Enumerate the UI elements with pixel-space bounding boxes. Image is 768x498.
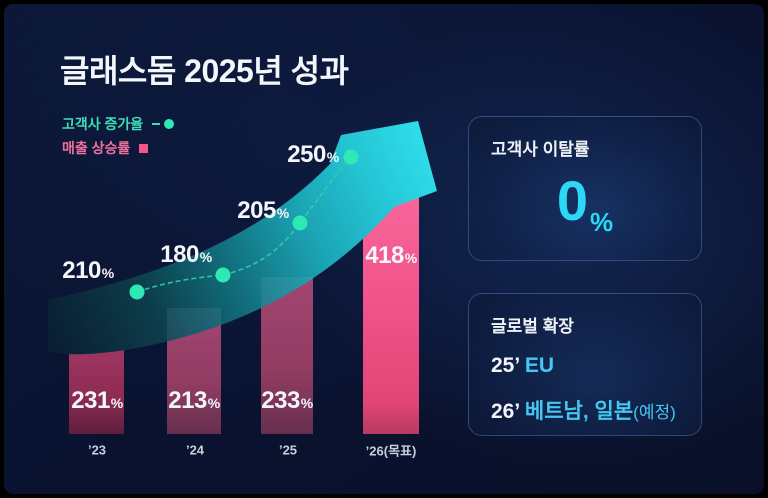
churn-value: 0 % <box>491 160 679 242</box>
growth-dot-26 <box>343 149 359 165</box>
expansion-year-26: 26’ <box>491 400 525 423</box>
expansion-year-25: 25’ <box>491 354 525 377</box>
legend-square-icon <box>139 143 149 153</box>
revenue-bar-24 <box>167 308 221 434</box>
growth-value-24: 180% <box>160 241 212 268</box>
churn-rate-card: 고객사 이탈률 0 % <box>468 116 702 261</box>
x-axis-label-24: ’24 <box>185 442 205 458</box>
churn-card-title: 고객사 이탈률 <box>491 140 590 159</box>
x-axis-label-25: ’25 <box>278 442 298 458</box>
legend-line-icon <box>152 123 161 125</box>
revenue-value-25: 233% <box>261 387 313 414</box>
legend-item-growth: 고객사 증가율 <box>62 112 175 136</box>
revenue-value-26: 418% <box>365 242 417 269</box>
legend-growth-label: 고객사 증가율 <box>62 116 144 132</box>
expansion-row-26: 26’ 베트남, 일본(예정) <box>491 395 679 425</box>
page-title: 글래스돔 2025년 성과 <box>60 53 349 89</box>
growth-value-25: 205% <box>237 197 289 224</box>
growth-dot-23 <box>129 284 145 300</box>
global-expansion-card: 글로벌 확장 25’ EU 26’ 베트남, 일본(예정) <box>468 293 702 436</box>
x-axis-label-23: ’23 <box>87 442 107 458</box>
growth-dot-25 <box>292 215 308 231</box>
revenue-bar-26-target <box>363 184 419 434</box>
global-card-title: 글로벌 확장 <box>491 317 574 336</box>
legend-revenue-label: 매출 상승률 <box>62 140 131 156</box>
legend-item-revenue: 매출 상승률 <box>62 136 174 160</box>
growth-value-26: 250% <box>287 141 339 168</box>
revenue-value-23: 231% <box>71 387 123 414</box>
revenue-value-24: 213% <box>168 387 220 414</box>
growth-dot-24 <box>215 267 231 283</box>
legend-dot-icon <box>164 119 175 129</box>
chart-legend: 고객사 증가율 매출 상승률 <box>62 112 175 160</box>
churn-value-number: 0 <box>556 169 589 232</box>
growth-value-23: 210% <box>62 257 114 284</box>
churn-value-unit: % <box>590 207 614 237</box>
x-axis-label-26: ’26(목표) <box>365 443 417 459</box>
expansion-dest-25: EU <box>524 354 555 377</box>
expansion-note-26: (예정) <box>633 403 676 422</box>
expansion-row-25: 25’ EU <box>491 354 679 378</box>
infographic-canvas: 글래스돔 2025년 성과 고객사 증가율 매출 상승률 210% 180% 2… <box>4 4 764 494</box>
bar-ghost-24 <box>167 308 221 434</box>
expansion-dest-26: 베트남, 일본 <box>524 400 634 423</box>
